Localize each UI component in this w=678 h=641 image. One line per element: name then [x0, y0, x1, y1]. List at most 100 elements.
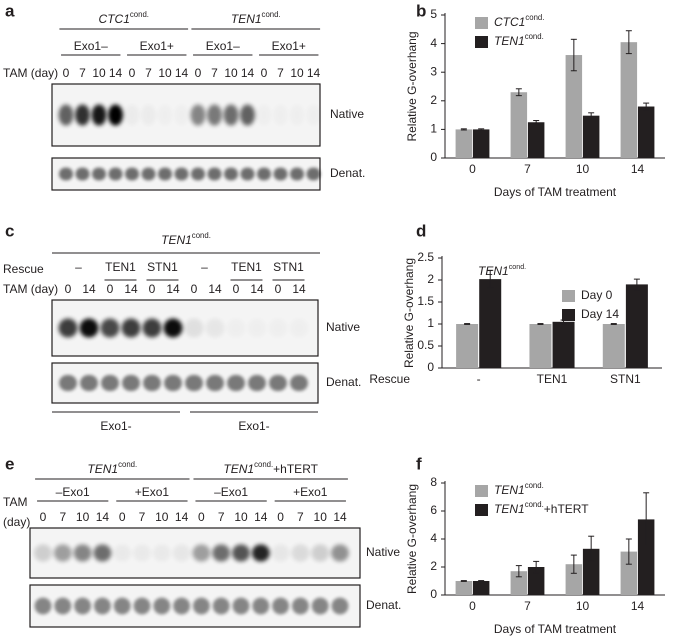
panel-label: c: [5, 221, 14, 240]
band: [73, 544, 92, 562]
y-tick-label: 2: [430, 559, 437, 573]
band: [124, 167, 140, 181]
lane-label: 0: [63, 66, 70, 80]
band: [125, 104, 140, 125]
y-tick-label: 8: [430, 475, 437, 489]
bar: [472, 581, 490, 595]
band: [206, 375, 224, 391]
lane-label: 0: [40, 510, 47, 524]
legend-swatch: [475, 36, 488, 48]
bottom-label: Exo1-: [100, 419, 131, 433]
error-bar: [464, 323, 471, 325]
y-tick-label: 1: [427, 316, 434, 330]
text-part: TEN1: [494, 34, 525, 48]
bar: [455, 581, 473, 595]
lane-label: 7: [211, 66, 218, 80]
y-tick-label: 2.5: [417, 250, 434, 264]
band: [331, 597, 349, 615]
lane-label: 14: [254, 510, 268, 524]
row-label: TAM (day): [3, 66, 58, 80]
bar: [479, 279, 502, 368]
text-part: TEN1: [87, 462, 118, 476]
bar: [625, 284, 648, 368]
lane-label: 14: [82, 282, 96, 296]
band: [271, 544, 290, 562]
y-tick-label: 0: [427, 360, 434, 374]
lane-label: 0: [195, 66, 202, 80]
group-label: TEN1cond.: [231, 10, 281, 26]
y-tick-label: 0: [430, 150, 437, 164]
band: [163, 318, 183, 338]
lane-label: 14: [307, 66, 321, 80]
band: [240, 104, 255, 126]
band: [192, 597, 210, 615]
y-axis-title: Relative G-overhang: [405, 484, 419, 594]
subgroup-label: +Exo1: [135, 485, 170, 499]
panel-label: d: [416, 221, 426, 240]
lane-label: 10: [155, 510, 169, 524]
legend-label: Day 0: [581, 288, 613, 302]
band: [207, 104, 222, 126]
lane-label: 10: [158, 66, 172, 80]
band: [53, 544, 72, 562]
error-bar: [633, 278, 640, 291]
legend-label: TEN1cond.+hTERT: [494, 500, 589, 516]
text-part: TEN1: [161, 233, 192, 247]
band: [113, 597, 131, 615]
band: [192, 544, 211, 562]
text-part: TEN1: [223, 462, 254, 476]
x-axis-title: Rescue: [369, 372, 410, 386]
text-part: cond.: [525, 500, 544, 509]
bar: [602, 324, 625, 368]
error-bar: [515, 565, 522, 578]
band: [289, 167, 305, 181]
panel-label: f: [416, 454, 422, 473]
text-part: +hTERT: [544, 502, 589, 516]
panel-label: e: [5, 454, 14, 473]
x-tick-label: STN1: [610, 372, 641, 386]
error-bar: [487, 269, 494, 289]
band: [207, 167, 222, 181]
y-tick-label: 4: [430, 36, 437, 50]
lane-label: 14: [124, 282, 138, 296]
text-part: cond.: [509, 263, 526, 271]
lane-label: 0: [277, 510, 284, 524]
lane-label: 0: [191, 282, 198, 296]
band: [164, 375, 182, 391]
bar: [527, 122, 545, 158]
error-bar: [460, 580, 467, 582]
legend-label: CTC1cond.: [494, 13, 544, 29]
y-axis-title: Relative G-overhang: [402, 258, 416, 368]
lane-label: 14: [208, 282, 222, 296]
group-label: TEN1cond.: [87, 460, 137, 476]
rescue-label: STN1: [273, 260, 304, 274]
band: [143, 375, 161, 391]
band: [291, 597, 309, 615]
x-tick-label: 7: [524, 162, 531, 176]
lane-label: 14: [292, 282, 306, 296]
lane-label: 10: [76, 510, 90, 524]
band: [232, 544, 250, 562]
bar: [565, 564, 583, 595]
error-bar: [625, 30, 632, 55]
lane-label: 7: [297, 510, 304, 524]
lane-label: 0: [261, 66, 268, 80]
band: [269, 375, 287, 391]
band: [223, 104, 239, 126]
text-part: Day 14: [581, 307, 619, 321]
lane-label: 7: [218, 510, 225, 524]
band: [212, 597, 230, 615]
text-part: CTC1: [99, 12, 130, 26]
row-label: Denat.: [326, 375, 361, 389]
bar: [620, 551, 638, 595]
text-part: TEN1: [494, 502, 525, 516]
text-part: TEN1: [231, 12, 262, 26]
subgroup-label: Exo1+: [272, 39, 306, 53]
lane-label: 7: [59, 510, 66, 524]
y-tick-label: 0.5: [417, 338, 434, 352]
band: [290, 104, 305, 125]
band: [91, 104, 107, 126]
x-tick-label: 14: [631, 599, 645, 613]
text-part: TEN1: [478, 264, 509, 278]
